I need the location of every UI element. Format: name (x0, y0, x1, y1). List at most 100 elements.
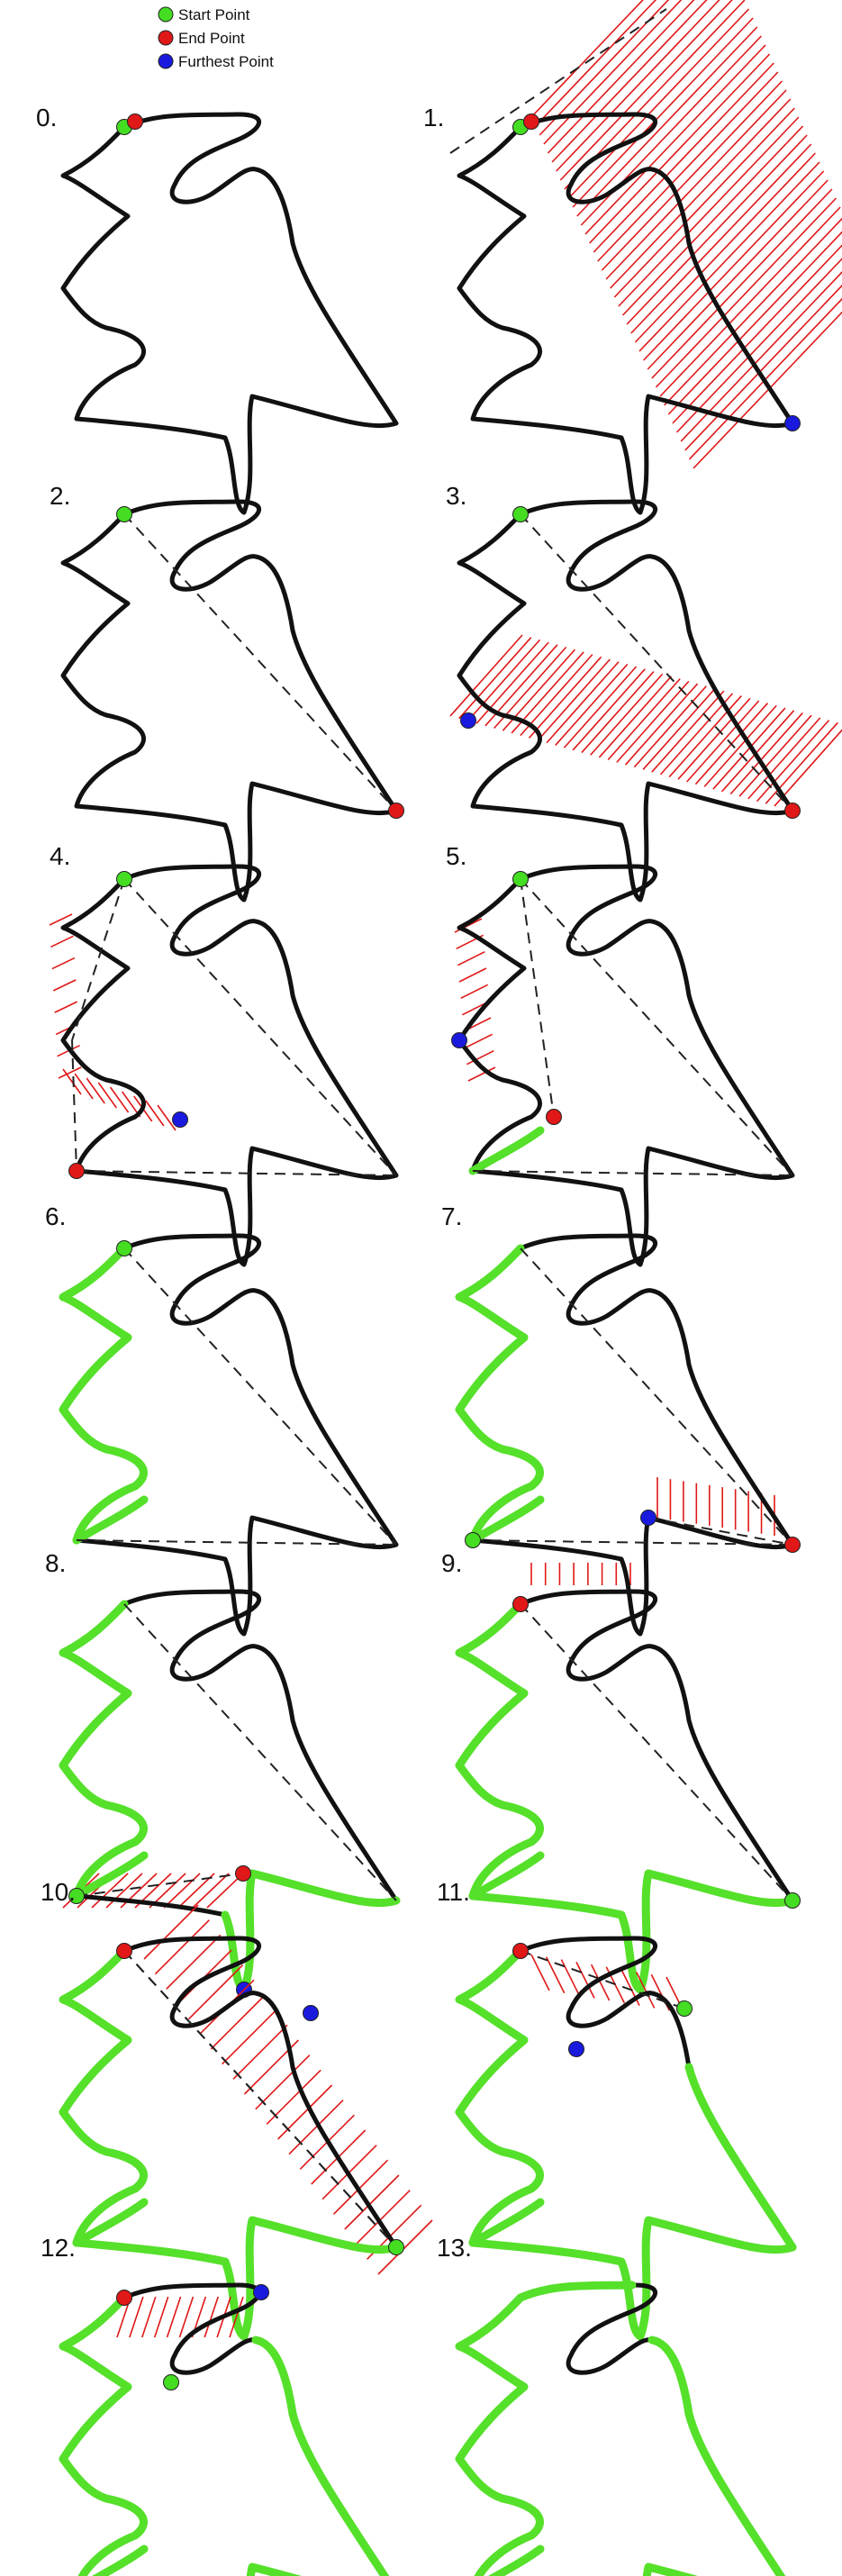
hatch-line (590, 673, 664, 756)
hatch-line (177, 1873, 215, 1909)
shape-outline (63, 502, 396, 900)
hatch-line (97, 1082, 118, 1109)
shape-outline (63, 1236, 396, 1634)
hatch-line (575, 1961, 595, 1999)
hatch-line (643, 170, 825, 361)
furthest-point-marker (640, 1510, 656, 1526)
hatch-line (74, 1073, 94, 1100)
furthest-point-marker (784, 415, 801, 431)
hatch-line (621, 125, 804, 316)
hatch-line (721, 710, 795, 793)
step-label-0: 0. (36, 104, 57, 132)
hatch-line (555, 663, 629, 746)
hatch-line (204, 2296, 219, 2338)
accepted-segment (684, 2409, 786, 2576)
end-point-marker (127, 113, 143, 130)
hatch-line (664, 217, 842, 406)
hatch-line (105, 1873, 143, 1909)
chord-dashed-line (520, 878, 793, 1176)
step-label-9: 9. (441, 1549, 462, 1577)
step-label-11: 11. (437, 1878, 470, 1906)
hatch-line (618, 116, 800, 307)
hatch-line (129, 2296, 144, 2338)
accepted-segment (684, 2063, 797, 2252)
hatch-line (613, 107, 795, 298)
hatch-line (91, 1873, 129, 1909)
hatch-line (546, 661, 620, 744)
accepted-segment (221, 2216, 401, 2341)
hatch-line (630, 143, 812, 334)
step-label-13: 13. (437, 2234, 472, 2262)
step-label-1: 1. (423, 104, 444, 132)
hatch-line (667, 231, 842, 415)
chord-dashed-line (76, 1873, 244, 1897)
accepted-segment (91, 2544, 149, 2576)
furthest-point-marker (460, 712, 476, 729)
panel-step-12 (59, 2285, 396, 2576)
hatch-line (626, 134, 808, 325)
panel-step-3 (449, 502, 842, 900)
hatch-line (738, 714, 812, 797)
end-point-marker (512, 1943, 529, 1959)
start-point-marker (163, 2374, 179, 2390)
accepted-segment (59, 1600, 148, 1900)
hatch-line (50, 935, 74, 948)
accepted-segment (59, 1946, 148, 2247)
hatch-line (610, 98, 792, 289)
hatch-line (572, 17, 754, 208)
hatch-line (222, 2009, 277, 2065)
hatch-line (62, 1068, 82, 1095)
hatch-line (672, 244, 842, 424)
hatch-line (377, 2219, 433, 2275)
chord-dashed-line (123, 878, 397, 1176)
legend-item-start: Start Point (158, 6, 250, 23)
legend: Start Point End Point Furthest Point (158, 6, 274, 70)
end-point-marker (784, 803, 801, 819)
hatch-line (675, 258, 842, 433)
hatch-line (593, 62, 774, 253)
panel-step-2 (63, 502, 404, 900)
hatch-line (560, 1959, 581, 1996)
hatch-line (651, 188, 833, 379)
hatch-line (520, 654, 593, 737)
chord-dashed-line (520, 1950, 685, 2009)
hatch-line (229, 2296, 244, 2338)
accepted-segment (246, 2562, 303, 2576)
hatch-line (153, 2296, 169, 2338)
accepted-segment (72, 2238, 230, 2266)
accepted-segment (468, 2238, 626, 2266)
start-point-marker (676, 2000, 693, 2017)
hatch-line (774, 729, 842, 807)
hatch-line (693, 311, 842, 469)
hatch-line (232, 2024, 288, 2080)
shape-outline (63, 114, 396, 512)
step-label-3: 3. (446, 482, 466, 510)
step-label-7: 7. (441, 1202, 462, 1230)
hatch-line (163, 1873, 201, 1909)
accepted-segment (455, 2293, 544, 2576)
accepted-segment (72, 1495, 149, 1545)
panel-step-5 (451, 866, 793, 1265)
hatch-line (449, 634, 523, 717)
step-label-4: 4. (50, 842, 70, 870)
end-point-marker (388, 803, 404, 819)
hatch-line (576, 26, 758, 217)
accepted-segment (455, 1600, 544, 1900)
hatch-line (616, 680, 690, 763)
end-point-marker (546, 1109, 562, 1125)
hatch-line (154, 1919, 210, 1975)
hatch-line (655, 197, 837, 388)
shape-outline (63, 2285, 396, 2576)
hatch-line (255, 2054, 311, 2110)
end-point-icon (158, 30, 174, 46)
shape-outline (459, 1236, 792, 1634)
hatch-line (581, 671, 655, 754)
hatch-line (528, 656, 602, 739)
hatch-line (680, 271, 842, 442)
hatch-line (635, 1972, 656, 2009)
accepted-segment (221, 1869, 401, 1994)
shape-outline (459, 2285, 792, 2576)
furthest-point-marker (451, 1032, 467, 1048)
accepted-segment (642, 2562, 699, 2576)
hatch-line (458, 967, 487, 983)
